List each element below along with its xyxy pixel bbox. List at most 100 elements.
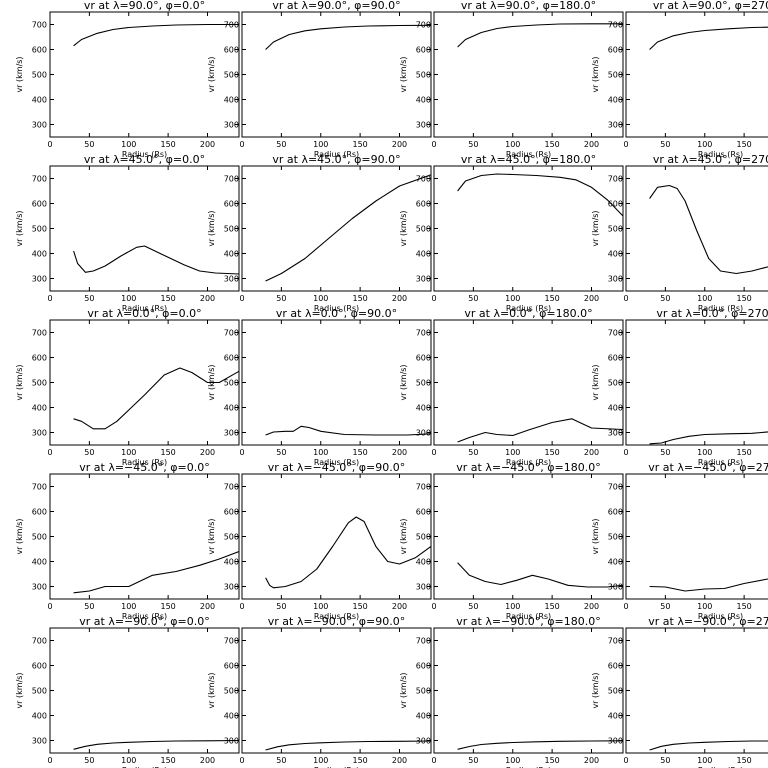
panel-title: vr at λ=−90.0°, φ=180.0° (456, 615, 600, 628)
y-axis-label: vr (km/s) (207, 518, 216, 554)
x-tick-label: 150 (544, 140, 559, 149)
x-tick-label: 150 (736, 756, 751, 765)
y-tick-label: 700 (224, 483, 239, 492)
subplot-panel: vr at λ=−45.0°, φ=0.0° 0 50 100 150 200 300 400… (15, 461, 240, 621)
panel-title: vr at λ=−45.0°, φ=0.0° (79, 461, 209, 474)
y-tick-label: 300 (608, 737, 623, 746)
x-tick-label: 150 (544, 294, 559, 303)
x-tick-label: 100 (505, 448, 520, 457)
x-tick-label: 0 (47, 294, 52, 303)
panel-title: vr at λ=−90.0°, φ=0.0° (79, 615, 209, 628)
subplot-panel: vr at λ=45.0°, φ=90.0° 0 50 100 150 200 300 400… (207, 153, 432, 313)
subplot-panel: vr at λ=−90.0°, φ=90.0° 0 50 100 150 200 300 40… (207, 615, 432, 768)
x-tick-label: 200 (584, 756, 599, 765)
y-axis-label: vr (km/s) (591, 364, 600, 400)
x-tick-label: 50 (468, 448, 478, 457)
x-tick-label: 200 (392, 140, 407, 149)
series-line (73, 23, 239, 47)
y-tick-label: 500 (32, 225, 47, 234)
y-tick-label: 600 (608, 662, 623, 671)
x-tick-label: 200 (392, 448, 407, 457)
x-tick-label: 50 (468, 294, 478, 303)
x-axis-label: Radius (Rs) (314, 766, 359, 768)
x-tick-label: 150 (352, 756, 367, 765)
y-tick-label: 500 (416, 379, 431, 388)
y-tick-label: 600 (224, 508, 239, 517)
y-tick-label: 300 (32, 583, 47, 592)
x-tick-label: 50 (660, 140, 670, 149)
y-tick-label: 300 (608, 121, 623, 130)
y-axis-label: vr (km/s) (399, 56, 408, 92)
x-tick-label: 200 (584, 602, 599, 611)
x-tick-label: 50 (276, 294, 286, 303)
subplot-panel: vr at λ=−45.0°, φ=90.0° 0 50 100 150 200 300 40… (207, 461, 432, 621)
y-tick-label: 700 (608, 21, 623, 30)
x-tick-label: 0 (431, 140, 436, 149)
x-tick-label: 50 (660, 294, 670, 303)
x-tick-label: 0 (431, 756, 436, 765)
x-tick-label: 200 (200, 602, 215, 611)
y-tick-label: 500 (224, 379, 239, 388)
subplot-panel: vr at λ=45.0°, φ=180.0° 0 50 100 150 200 300 40… (399, 153, 624, 313)
subplot-panel: vr at λ=90.0°, φ=180.0° 0 50 100 150 200 300 40… (399, 0, 624, 159)
panel-title: vr at λ=−45.0°, φ=180.0° (456, 461, 600, 474)
x-tick-label: 150 (160, 602, 175, 611)
series-line (73, 550, 239, 594)
panel-title: vr at λ=−45.0°, φ=270.0° (648, 461, 768, 474)
y-tick-label: 600 (608, 200, 623, 209)
x-tick-label: 100 (697, 756, 712, 765)
y-tick-label: 600 (224, 46, 239, 55)
x-axis-label: Radius (Rs) (698, 150, 743, 159)
x-tick-label: 50 (468, 602, 478, 611)
y-tick-label: 400 (224, 96, 239, 105)
panel-title: vr at λ=90.0°, φ=90.0° (272, 0, 400, 12)
plot-frame (625, 627, 768, 754)
x-tick-label: 0 (239, 756, 244, 765)
x-tick-label: 100 (505, 756, 520, 765)
x-tick-label: 100 (313, 140, 328, 149)
subplot-panel: vr at λ=45.0°, φ=0.0° 0 50 100 150 200 300 400 5… (15, 153, 240, 313)
y-tick-label: 600 (416, 662, 431, 671)
y-tick-label: 500 (224, 225, 239, 234)
y-tick-label: 500 (32, 687, 47, 696)
y-tick-label: 300 (224, 429, 239, 438)
x-axis-label: Radius (Rs) (122, 304, 167, 313)
y-axis-label: vr (km/s) (15, 672, 24, 708)
y-tick-label: 700 (32, 175, 47, 184)
y-tick-label: 400 (416, 404, 431, 413)
y-tick-label: 300 (224, 583, 239, 592)
y-axis-label: vr (km/s) (399, 518, 408, 554)
y-axis-label: vr (km/s) (591, 56, 600, 92)
x-tick-label: 150 (160, 140, 175, 149)
y-tick-label: 600 (608, 508, 623, 517)
subplot-panel: vr at λ=90.0°, φ=90.0° 0 50 100 150 200 300 400… (207, 0, 432, 159)
y-tick-label: 300 (608, 583, 623, 592)
y-tick-label: 400 (224, 558, 239, 567)
y-axis-label: vr (km/s) (207, 56, 216, 92)
x-tick-label: 150 (544, 448, 559, 457)
x-tick-label: 50 (84, 140, 94, 149)
y-axis-label: vr (km/s) (207, 672, 216, 708)
x-tick-label: 150 (736, 294, 751, 303)
series-line (265, 174, 431, 282)
x-tick-label: 200 (392, 756, 407, 765)
y-tick-label: 300 (32, 275, 47, 284)
x-tick-label: 50 (276, 602, 286, 611)
y-tick-label: 300 (416, 121, 431, 130)
series-line (649, 26, 768, 50)
subplot-panel: vr at λ=0.0°, φ=180.0° 0 50 100 150 200 300 400… (399, 307, 624, 467)
x-tick-label: 100 (505, 602, 520, 611)
x-axis-label: Radius (Rs) (122, 458, 167, 467)
x-tick-label: 0 (239, 602, 244, 611)
x-tick-label: 0 (431, 294, 436, 303)
x-tick-label: 200 (584, 294, 599, 303)
series-line (265, 740, 431, 751)
subplot-panel: vr at λ=0.0°, φ=90.0° 0 50 100 150 200 300 400 5… (207, 307, 432, 467)
y-tick-label: 600 (608, 46, 623, 55)
series-line (649, 740, 768, 751)
y-tick-label: 300 (416, 583, 431, 592)
x-tick-label: 150 (736, 602, 751, 611)
y-tick-label: 700 (608, 329, 623, 338)
y-tick-label: 400 (224, 404, 239, 413)
x-tick-label: 0 (431, 448, 436, 457)
